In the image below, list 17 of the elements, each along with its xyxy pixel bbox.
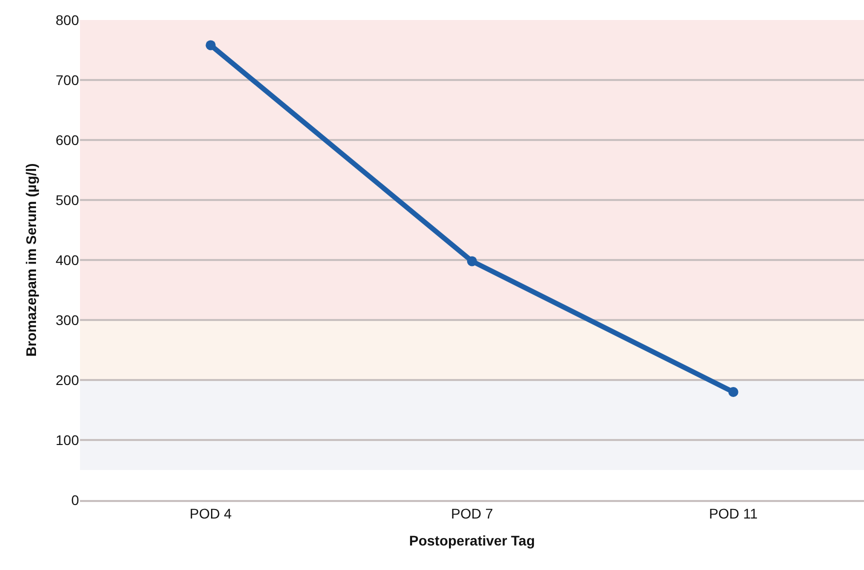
- x-tick-label: POD 11: [708, 506, 758, 522]
- y-tick-label: 500: [56, 192, 80, 208]
- x-axis-title: Postoperativer Tag: [409, 532, 535, 548]
- point: [467, 256, 477, 266]
- point: [728, 387, 738, 397]
- y-tick-label: 800: [56, 12, 80, 28]
- y-tick-label: 600: [56, 132, 80, 148]
- x-tick-label: POD 7: [450, 506, 494, 522]
- point: [206, 40, 216, 50]
- x-tick-label: POD 4: [190, 506, 232, 522]
- y-tick-label: 400: [56, 252, 80, 268]
- y-tick-label: 700: [56, 72, 80, 88]
- y-tick-label: 200: [56, 372, 80, 388]
- y-axis-title: Bromazepam im Serum (µg/l): [23, 163, 40, 357]
- y-tick-label: 300: [56, 312, 80, 328]
- y-tick-label: 0: [71, 492, 80, 508]
- y-tick-label: 100: [56, 432, 80, 448]
